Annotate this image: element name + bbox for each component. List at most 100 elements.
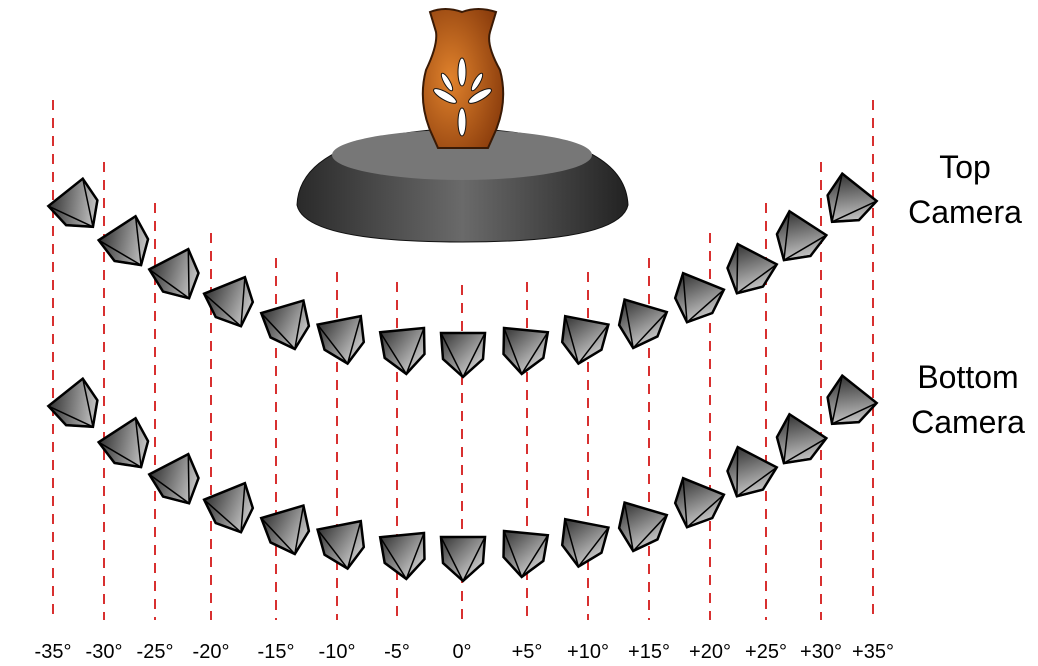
cameras bbox=[46, 171, 879, 583]
camera-edge bbox=[783, 234, 827, 261]
camera-body bbox=[726, 445, 779, 498]
camera-edge bbox=[405, 532, 425, 580]
camera bbox=[439, 331, 487, 379]
camera bbox=[617, 500, 669, 553]
camera-edge bbox=[82, 178, 94, 227]
camera-edge bbox=[502, 556, 544, 579]
camera-edge bbox=[736, 244, 739, 294]
angle-label: +5° bbox=[512, 641, 543, 663]
camera-edge bbox=[521, 331, 549, 375]
camera-edge bbox=[682, 478, 688, 528]
camera bbox=[202, 481, 255, 534]
camera bbox=[96, 214, 150, 267]
camera-edge bbox=[831, 375, 843, 424]
camera-edge bbox=[260, 517, 296, 555]
camera bbox=[560, 517, 610, 569]
camera bbox=[316, 314, 366, 366]
camera-edge bbox=[462, 536, 486, 582]
angle-label: +20° bbox=[689, 641, 731, 663]
camera-edge bbox=[623, 299, 634, 349]
angle-label: -5° bbox=[384, 641, 410, 663]
camera-edge bbox=[783, 437, 827, 464]
angle-label: -35° bbox=[35, 641, 72, 663]
bottom-label: Bottom Camera bbox=[911, 359, 1025, 440]
camera-edge bbox=[134, 418, 142, 468]
angle-label: -10° bbox=[319, 641, 356, 663]
camera-edge bbox=[564, 315, 580, 364]
camera-edge bbox=[462, 332, 486, 378]
camera bbox=[673, 271, 726, 324]
camera bbox=[46, 176, 99, 229]
camera bbox=[826, 171, 879, 224]
camera bbox=[147, 452, 200, 505]
camera-body bbox=[202, 481, 255, 534]
camera-edge bbox=[162, 477, 200, 505]
camera bbox=[259, 298, 311, 351]
camera-edge bbox=[440, 332, 464, 378]
camera-edge bbox=[623, 502, 634, 552]
turntable bbox=[296, 127, 629, 243]
camera bbox=[826, 373, 879, 426]
camera-edge bbox=[503, 530, 523, 578]
camera-edge bbox=[294, 505, 305, 555]
camera-body bbox=[96, 416, 150, 469]
camera-body bbox=[673, 271, 726, 324]
angle-label: +15° bbox=[628, 641, 670, 663]
camera-body bbox=[673, 476, 726, 529]
camera bbox=[46, 376, 99, 429]
camera-edge bbox=[405, 327, 425, 375]
camera bbox=[502, 326, 550, 376]
camera bbox=[726, 445, 779, 498]
camera-edge bbox=[148, 473, 190, 504]
camera-body bbox=[147, 452, 200, 505]
camera-edge bbox=[162, 272, 200, 300]
angle-label: +30° bbox=[800, 641, 842, 663]
camera-edge bbox=[48, 205, 94, 228]
camera bbox=[726, 242, 779, 295]
camera bbox=[378, 531, 426, 581]
angle-label: +25° bbox=[745, 641, 787, 663]
camera-edge bbox=[686, 289, 725, 323]
camera-edge bbox=[316, 324, 349, 365]
camera-edge bbox=[561, 544, 603, 568]
angle-label: -20° bbox=[193, 641, 230, 663]
camera-edge bbox=[98, 441, 142, 468]
camera bbox=[96, 416, 150, 469]
camera-edge bbox=[831, 402, 877, 425]
camera-edge bbox=[384, 558, 426, 581]
camera-body bbox=[726, 242, 779, 295]
camera bbox=[775, 412, 829, 465]
camera-edge bbox=[187, 454, 190, 504]
camera-edge bbox=[521, 534, 549, 578]
camera-edge bbox=[379, 536, 407, 580]
camera-edge bbox=[98, 239, 142, 266]
camera bbox=[502, 529, 550, 579]
camera-edge bbox=[346, 315, 362, 364]
camera-edge bbox=[564, 518, 580, 567]
angle-label: +35° bbox=[852, 641, 894, 663]
camera-edge bbox=[674, 502, 713, 529]
camera-edge bbox=[48, 405, 94, 428]
camera-edge bbox=[240, 277, 246, 327]
camera-edge bbox=[736, 466, 778, 497]
camera-edge bbox=[726, 470, 764, 498]
angle-label: +10° bbox=[567, 641, 609, 663]
camera-edge bbox=[577, 324, 610, 365]
camera-edge bbox=[215, 507, 254, 534]
camera-edge bbox=[632, 311, 668, 349]
camera-edge bbox=[240, 483, 246, 533]
camera-edge bbox=[148, 268, 190, 299]
camera bbox=[617, 297, 669, 350]
camera-edge bbox=[686, 494, 725, 528]
camera-edge bbox=[323, 546, 365, 570]
vase bbox=[421, 8, 505, 149]
camera-edge bbox=[831, 173, 843, 222]
camera-body bbox=[147, 247, 200, 300]
camera-edge bbox=[682, 273, 688, 323]
camera-edge bbox=[134, 216, 142, 266]
camera-edge bbox=[187, 249, 190, 299]
camera-edge bbox=[577, 527, 610, 568]
camera bbox=[316, 519, 366, 571]
camera-edge bbox=[783, 414, 791, 464]
